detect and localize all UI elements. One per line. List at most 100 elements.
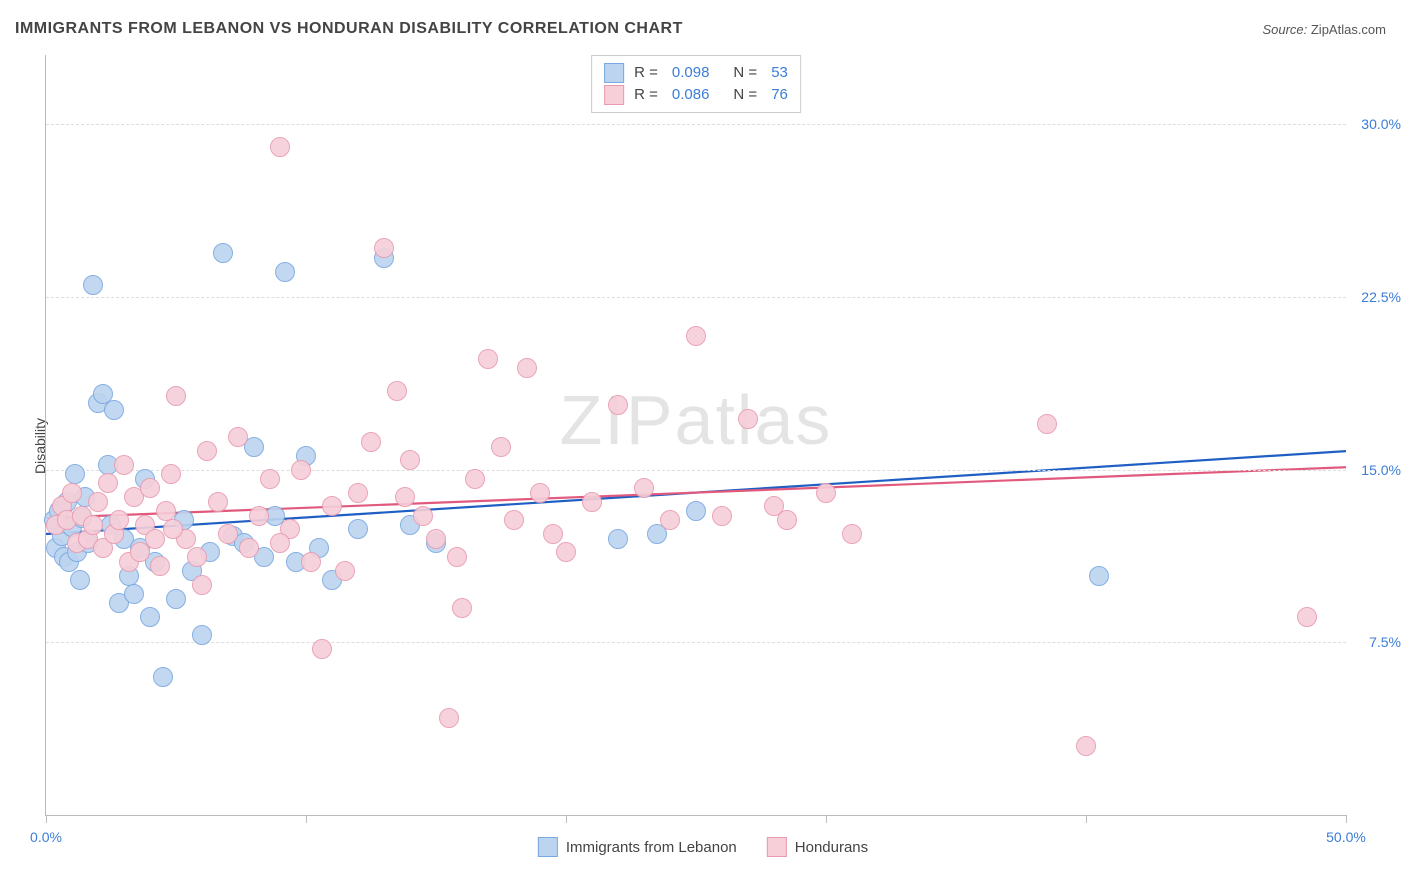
data-point-lebanon (686, 501, 706, 521)
swatch-lebanon (604, 63, 624, 83)
data-point-honduran (228, 427, 248, 447)
data-point-lebanon (213, 243, 233, 263)
data-point-honduran (187, 547, 207, 567)
data-point-honduran (1297, 607, 1317, 627)
data-point-honduran (439, 708, 459, 728)
data-point-honduran (530, 483, 550, 503)
data-point-honduran (291, 460, 311, 480)
stat-n-label: N = (733, 84, 757, 106)
data-point-honduran (634, 478, 654, 498)
data-point-honduran (426, 529, 446, 549)
data-point-honduran (260, 469, 280, 489)
stat-r-label: R = (634, 62, 658, 84)
data-point-honduran (156, 501, 176, 521)
stat-r-value: 0.086 (672, 84, 710, 106)
data-point-honduran (114, 455, 134, 475)
gridline-h (46, 642, 1346, 643)
stats-row-lebanon: R =0.098N =53 (604, 62, 788, 84)
plot-area: ZIPatlas R =0.098N =53R =0.086N =76 7.5%… (45, 55, 1346, 816)
data-point-honduran (478, 349, 498, 369)
data-point-honduran (686, 326, 706, 346)
xtick-label: 0.0% (30, 829, 62, 845)
data-point-lebanon (166, 589, 186, 609)
data-point-lebanon (140, 607, 160, 627)
data-point-honduran (517, 358, 537, 378)
data-point-honduran (130, 542, 150, 562)
ytick-label: 30.0% (1351, 116, 1401, 132)
data-point-honduran (249, 506, 269, 526)
data-point-lebanon (83, 275, 103, 295)
data-point-honduran (660, 510, 680, 530)
data-point-honduran (312, 639, 332, 659)
legend-label-lebanon: Immigrants from Lebanon (566, 839, 737, 856)
source-attribution: Source: ZipAtlas.com (1262, 22, 1386, 37)
data-point-honduran (150, 556, 170, 576)
gridline-h (46, 124, 1346, 125)
xtick (306, 815, 307, 823)
data-point-honduran (145, 529, 165, 549)
data-point-honduran (301, 552, 321, 572)
data-point-lebanon (104, 400, 124, 420)
data-point-honduran (322, 496, 342, 516)
xtick-label: 50.0% (1326, 829, 1366, 845)
data-point-honduran (163, 519, 183, 539)
data-point-honduran (447, 547, 467, 567)
data-point-honduran (387, 381, 407, 401)
data-point-honduran (192, 575, 212, 595)
data-point-honduran (395, 487, 415, 507)
data-point-honduran (452, 598, 472, 618)
xtick (566, 815, 567, 823)
data-point-honduran (270, 533, 290, 553)
data-point-honduran (109, 510, 129, 530)
data-point-lebanon (124, 584, 144, 604)
data-point-honduran (239, 538, 259, 558)
data-point-lebanon (70, 570, 90, 590)
gridline-h (46, 470, 1346, 471)
stats-row-honduran: R = 0.086 N = 76 (604, 84, 788, 106)
data-point-honduran (208, 492, 228, 512)
data-point-honduran (270, 137, 290, 157)
data-point-honduran (400, 450, 420, 470)
stat-r-label: R = (634, 84, 658, 106)
legend-item-honduran: Hondurans (767, 837, 868, 857)
series-legend: Immigrants from Lebanon Hondurans (538, 837, 868, 857)
data-point-lebanon (275, 262, 295, 282)
data-point-lebanon (348, 519, 368, 539)
data-point-honduran (582, 492, 602, 512)
stat-r-value: 0.098 (672, 62, 710, 84)
xtick (826, 815, 827, 823)
ytick-label: 15.0% (1351, 462, 1401, 478)
chart-title: IMMIGRANTS FROM LEBANON VS HONDURAN DISA… (15, 20, 683, 38)
trend-line-lebanon (46, 451, 1346, 534)
data-point-honduran (218, 524, 238, 544)
data-point-honduran (491, 437, 511, 457)
data-point-honduran (166, 386, 186, 406)
data-point-honduran (777, 510, 797, 530)
data-point-honduran (348, 483, 368, 503)
stat-n-label: N = (733, 62, 757, 84)
legend-label-honduran: Hondurans (795, 839, 868, 856)
ytick-label: 7.5% (1351, 634, 1401, 650)
data-point-honduran (816, 483, 836, 503)
data-point-honduran (465, 469, 485, 489)
legend-item-lebanon: Immigrants from Lebanon (538, 837, 737, 857)
data-point-honduran (504, 510, 524, 530)
data-point-honduran (161, 464, 181, 484)
swatch-honduran (604, 85, 624, 105)
xtick (1086, 815, 1087, 823)
xtick (1346, 815, 1347, 823)
stat-n-value: 76 (771, 84, 788, 106)
data-point-lebanon (1089, 566, 1109, 586)
data-point-honduran (1037, 414, 1057, 434)
source-label: Source: (1262, 22, 1310, 37)
stats-legend: R =0.098N =53R =0.086N =76 (591, 55, 801, 113)
ytick-label: 22.5% (1351, 289, 1401, 305)
data-point-honduran (608, 395, 628, 415)
data-point-honduran (98, 473, 118, 493)
data-point-lebanon (608, 529, 628, 549)
data-point-honduran (361, 432, 381, 452)
data-point-honduran (842, 524, 862, 544)
data-point-honduran (556, 542, 576, 562)
data-point-honduran (62, 483, 82, 503)
source-value: ZipAtlas.com (1311, 22, 1386, 37)
